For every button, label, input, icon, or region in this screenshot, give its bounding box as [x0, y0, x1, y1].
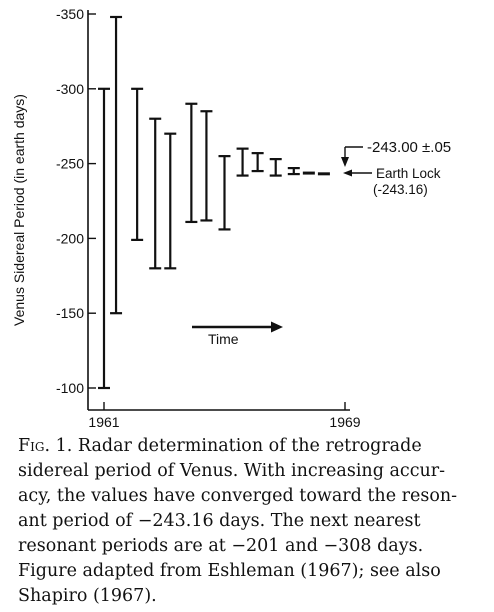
y-tick-label: -250 [56, 156, 84, 172]
error-bar [149, 117, 162, 270]
caption-line: Fig. 1. Radar determination of the retro… [18, 434, 486, 459]
error-bar [110, 15, 123, 315]
error-bar [200, 110, 213, 222]
error-bar [131, 87, 144, 241]
latest-value-arrowhead [341, 157, 349, 167]
caption-line: ant period of −243.16 days. The next nea… [18, 511, 421, 531]
caption-text: Radar determination of the retrograde [77, 436, 422, 456]
figure-caption: Fig. 1. Radar determination of the retro… [18, 434, 486, 609]
error-bar [302, 171, 315, 175]
x-ticks: 1961 1969 [88, 402, 361, 430]
caption-line: Shapiro (1967). [18, 586, 157, 606]
error-bar [98, 87, 110, 390]
error-bar [218, 155, 231, 231]
caption-line: Figure adapted from Eshleman (1967); see… [18, 561, 441, 581]
x-tick-label: 1961 [88, 414, 119, 430]
annotations: Time -243.00 ±.05 Earth Lock (-243.16) [192, 139, 451, 347]
y-tick-label: -350 [56, 6, 84, 22]
error-bars [98, 15, 330, 390]
error-bar [317, 172, 330, 176]
error-bar [269, 158, 282, 177]
caption-line: sidereal period of Venus. With increasin… [18, 461, 446, 481]
venus-period-chart: Venus Sidereal Period (in earth days) -3… [11, 6, 451, 430]
earth-lock-value-label: (-243.16) [373, 182, 428, 197]
error-bar [164, 132, 177, 270]
y-tick-label: -100 [56, 380, 84, 396]
error-bar [236, 147, 249, 177]
y-ticks: -350 -300 -250 -200 -150 -100 [56, 6, 96, 396]
y-tick-label: -200 [56, 230, 84, 246]
y-tick-label: -300 [56, 81, 84, 97]
time-arrow-head [271, 321, 283, 333]
error-bar [185, 102, 198, 224]
caption-line: resonant periods are at −201 and −308 da… [18, 536, 424, 556]
y-tick-label: -150 [56, 305, 84, 321]
x-tick-label: 1969 [329, 414, 360, 430]
y-axis-title: Venus Sidereal Period (in earth days) [11, 94, 27, 326]
axes [87, 10, 350, 411]
error-bar-mark [317, 172, 330, 176]
error-bar [287, 166, 300, 176]
caption-line: acy, the values have converged toward th… [18, 486, 458, 506]
time-label: Time [208, 331, 239, 347]
latest-value-label: -243.00 ±.05 [367, 139, 451, 156]
error-bar [251, 152, 264, 173]
figure-label: Fig. 1. [18, 436, 73, 456]
earth-lock-arrowhead [343, 169, 352, 177]
error-bar-mark [302, 171, 315, 175]
earth-lock-label: Earth Lock [376, 166, 441, 181]
